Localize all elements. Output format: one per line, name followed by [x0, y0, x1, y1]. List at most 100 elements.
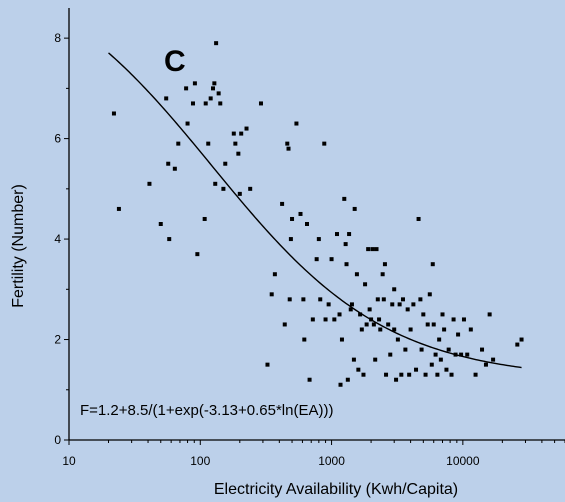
data-point: [515, 342, 520, 347]
data-point: [370, 247, 375, 252]
data-point: [213, 181, 218, 186]
x-tick-label: 10: [62, 454, 76, 468]
data-point: [233, 141, 238, 146]
data-point: [442, 327, 447, 332]
data-point: [344, 262, 349, 267]
data-point: [394, 377, 399, 382]
data-point: [223, 161, 228, 166]
data-point: [364, 322, 369, 327]
data-point: [392, 287, 397, 292]
data-point: [231, 131, 236, 136]
data-point: [167, 237, 172, 242]
y-tick-label: 0: [54, 433, 61, 447]
data-point: [440, 312, 445, 317]
data-point: [373, 357, 378, 362]
fit-equation: F=1.2+8.5/(1+exp(-3.13+0.65*ln(EA))): [80, 402, 333, 419]
data-point: [491, 357, 496, 362]
data-point: [431, 322, 436, 327]
data-point: [282, 322, 287, 327]
data-point: [345, 377, 350, 382]
data-point: [354, 272, 359, 277]
data-point: [378, 327, 383, 332]
data-point: [202, 216, 207, 221]
data-point: [419, 347, 424, 352]
data-point: [382, 262, 387, 267]
data-point: [400, 297, 405, 302]
data-point: [427, 292, 432, 297]
data-point: [468, 327, 473, 332]
y-tick-label: 4: [54, 232, 61, 246]
data-point: [395, 337, 400, 342]
data-point: [147, 181, 152, 186]
data-point: [214, 41, 219, 46]
data-point: [236, 151, 241, 156]
data-point: [323, 317, 328, 322]
data-point: [369, 317, 374, 322]
data-point: [164, 96, 169, 101]
data-point: [371, 322, 376, 327]
data-point: [158, 222, 163, 226]
y-tick-label: 2: [54, 333, 61, 347]
data-point: [298, 211, 303, 216]
data-point: [237, 191, 242, 196]
tick-marks: [64, 37, 565, 445]
data-point: [172, 166, 177, 171]
data-point: [461, 317, 466, 322]
data-point: [116, 206, 121, 211]
data-point: [206, 141, 211, 146]
data-point: [305, 222, 310, 226]
data-point: [272, 272, 277, 277]
data-point: [185, 121, 190, 126]
y-axis-title: Fertility (Number): [10, 184, 27, 308]
data-point: [294, 121, 299, 126]
data-point: [375, 297, 380, 302]
fit-curve: [108, 52, 522, 369]
data-point: [269, 292, 274, 297]
data-point: [318, 297, 323, 302]
x-tick-label: 10000: [446, 454, 480, 468]
data-point: [352, 206, 357, 211]
data-point: [480, 347, 485, 352]
data-point: [337, 312, 342, 317]
data-point: [435, 372, 440, 377]
data-point: [407, 372, 412, 377]
y-tick-label: 6: [54, 132, 61, 146]
data-point: [386, 322, 391, 327]
data-point: [339, 337, 344, 342]
data-point: [381, 297, 386, 302]
data-point: [310, 317, 315, 322]
data-point: [349, 302, 354, 307]
data-point: [465, 352, 470, 357]
data-point: [190, 101, 195, 106]
data-point: [347, 232, 352, 237]
data-point: [411, 302, 416, 307]
data-point: [390, 302, 395, 307]
data-point: [358, 312, 363, 317]
data-point: [403, 347, 408, 352]
y-tick-label: 8: [54, 31, 61, 45]
data-point: [374, 247, 379, 252]
data-point: [483, 362, 488, 367]
data-point: [239, 131, 244, 136]
data-point: [418, 297, 423, 302]
data-point: [421, 312, 426, 317]
x-axis-title: Electricity Availability (Kwh/Capita): [214, 481, 458, 498]
data-point: [216, 91, 221, 96]
data-point: [380, 272, 385, 277]
data-point: [322, 141, 327, 146]
data-point: [405, 307, 410, 312]
data-point: [444, 367, 449, 372]
data-point: [473, 372, 478, 377]
data-point: [184, 86, 189, 91]
data-point: [438, 357, 443, 362]
data-point: [343, 242, 348, 247]
data-point: [280, 201, 285, 206]
data-point: [361, 372, 366, 377]
data-point: [265, 362, 270, 367]
data-point: [208, 96, 213, 101]
data-point: [459, 352, 464, 357]
data-point: [195, 252, 200, 257]
data-point: [301, 297, 306, 302]
